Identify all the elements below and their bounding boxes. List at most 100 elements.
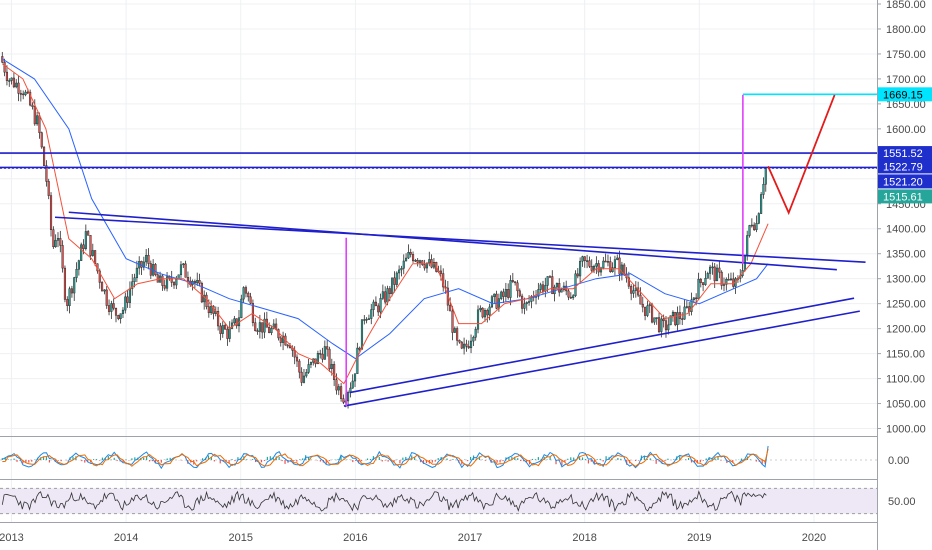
macd-histogram-bar — [319, 460, 321, 462]
projection-path[interactable] — [767, 94, 836, 216]
macd-histogram-bar — [84, 460, 86, 463]
candle — [172, 282, 176, 286]
macd-histogram-bar — [514, 456, 516, 460]
candle — [632, 290, 635, 294]
macd-histogram-bar — [673, 459, 675, 460]
y-tick-label: 1150.00 — [886, 349, 925, 361]
macd-histogram-bar — [378, 457, 380, 460]
trendline[interactable] — [349, 297, 855, 394]
macd-histogram-bar — [649, 458, 651, 460]
candle — [395, 272, 398, 285]
candle — [300, 371, 303, 383]
candle — [156, 274, 159, 283]
candle — [581, 256, 584, 262]
macd-histogram-bar — [355, 460, 357, 461]
candle — [697, 278, 700, 300]
macd-histogram-bar — [755, 460, 757, 462]
macd-histogram-bar — [384, 460, 386, 461]
macd-histogram-bar — [358, 460, 360, 464]
candle — [163, 285, 166, 289]
candle — [165, 276, 169, 289]
macd-histogram-bar — [272, 457, 274, 460]
candle — [511, 280, 514, 282]
macd-histogram-bar — [104, 458, 106, 460]
macd-histogram-bar — [381, 460, 383, 462]
macd-histogram-bar — [484, 460, 486, 461]
indicator-axes: 0.00 50.00 — [888, 455, 916, 508]
candle — [414, 259, 417, 262]
x-tick-label: 2020 — [802, 532, 826, 544]
candle — [379, 298, 382, 313]
macd-histogram-bar — [151, 460, 154, 462]
candle — [112, 303, 115, 309]
candle — [91, 250, 94, 256]
candle — [319, 353, 322, 355]
macd-histogram-bar — [252, 459, 254, 460]
macd-histogram-bar — [134, 457, 136, 460]
macd-histogram-bar — [210, 457, 213, 460]
price-pane[interactable] — [0, 51, 877, 409]
candle — [722, 284, 726, 286]
candle — [725, 279, 728, 285]
candle — [425, 262, 429, 269]
macd-histogram-bar — [511, 456, 513, 460]
candle — [323, 346, 326, 360]
macd-histogram-bar — [225, 460, 227, 462]
rsi-pane[interactable] — [0, 487, 877, 515]
candle — [709, 266, 712, 274]
macd-histogram-bar — [101, 457, 104, 460]
candle — [599, 267, 603, 273]
macd-histogram-bar — [19, 460, 21, 461]
candle — [221, 325, 224, 334]
candle — [119, 313, 122, 319]
candle — [472, 336, 475, 342]
candle — [711, 266, 714, 269]
trendline[interactable] — [54, 216, 866, 263]
macd-histogram-bar — [581, 457, 584, 460]
macd-histogram-bar — [470, 456, 472, 460]
candle — [502, 291, 505, 297]
time-axis[interactable]: 2013 2014 2015 2016 2017 2018 2019 2020 — [0, 532, 826, 544]
macd-histogram-bar — [340, 455, 342, 460]
candle — [449, 304, 452, 312]
candle — [282, 335, 285, 343]
candle — [117, 315, 120, 319]
macd-histogram-bar — [740, 458, 743, 460]
y-tick-label: 1350.00 — [886, 249, 926, 261]
candle — [762, 183, 765, 195]
candle — [630, 285, 633, 294]
candle — [131, 281, 134, 289]
candle — [727, 279, 730, 281]
macd-histogram-bar — [646, 459, 648, 460]
price-tag — [878, 159, 932, 174]
macd-histogram-bar — [605, 456, 607, 460]
macd-histogram-bar — [523, 460, 525, 462]
candle — [244, 287, 248, 294]
candle — [655, 317, 658, 319]
candle — [458, 340, 461, 343]
macd-histogram-bar — [81, 460, 83, 462]
macd-histogram-bar — [419, 460, 422, 463]
macd-histogram-bar — [278, 456, 280, 460]
trendline[interactable] — [68, 211, 837, 271]
candle — [70, 288, 73, 294]
candle — [82, 244, 85, 249]
candle — [212, 305, 215, 314]
macd-histogram-bar — [122, 460, 124, 463]
candle — [411, 254, 415, 262]
macd-pane[interactable] — [0, 445, 877, 470]
candle — [140, 261, 143, 268]
macd-histogram-bar — [196, 460, 198, 462]
price-tag-label: 1522.79 — [883, 161, 923, 173]
macd-histogram-bar — [254, 460, 257, 463]
macd-histogram-bar — [596, 459, 598, 460]
candle — [251, 303, 254, 323]
candle — [15, 82, 18, 88]
macd-histogram-bar — [602, 460, 604, 462]
macd-histogram-bar — [263, 460, 266, 461]
macd-histogram-bar — [434, 460, 436, 462]
trendline[interactable] — [343, 310, 860, 407]
macd-histogram-bar — [42, 456, 45, 460]
candle — [103, 289, 106, 292]
